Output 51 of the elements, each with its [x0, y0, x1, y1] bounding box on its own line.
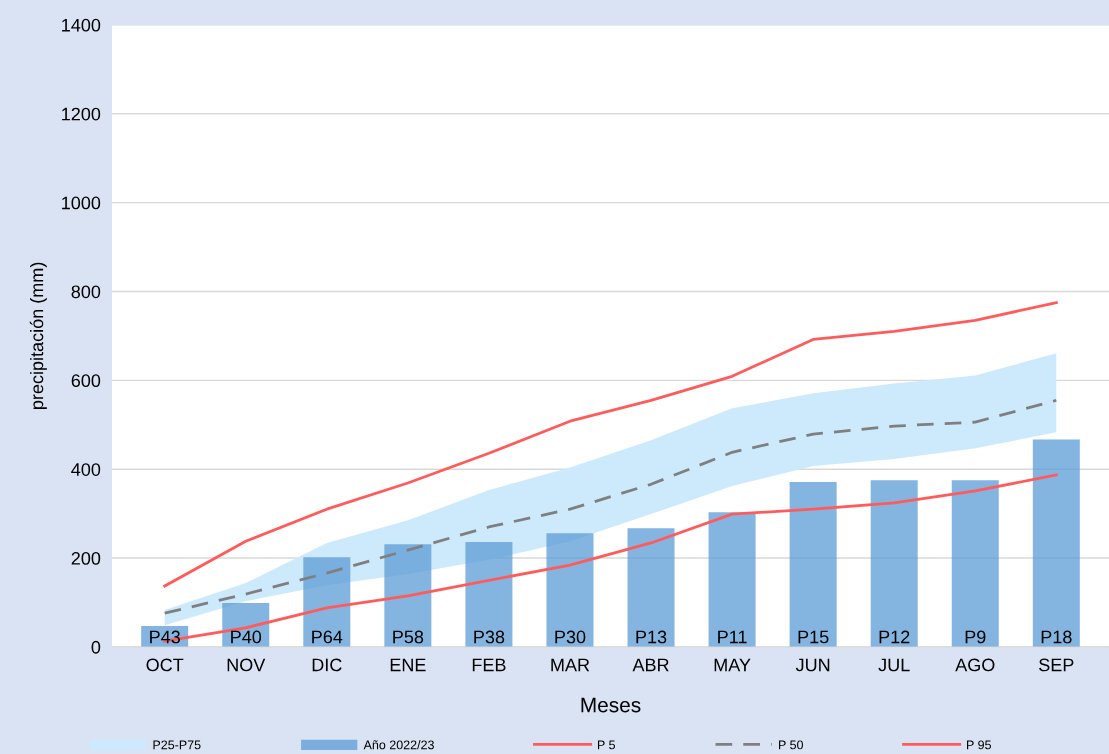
data-label: P9 [965, 630, 986, 644]
x-tick-label: AGO [955, 658, 995, 672]
y-tick-label: 800 [71, 285, 101, 299]
x-tick-label: DIC [312, 658, 342, 672]
bar [789, 482, 837, 647]
legend-label: P 5 [597, 740, 615, 750]
y-axis-title: precipitación (mm) [29, 262, 47, 409]
x-tick-label: NOV [227, 658, 266, 672]
x-tick-label: ENE [390, 658, 426, 672]
legend-label: Año 2022/23 [363, 740, 434, 750]
legend-label: P 50 [779, 740, 804, 750]
data-label: P15 [798, 630, 829, 644]
data-label: P38 [474, 630, 505, 644]
line-series [163, 398, 1058, 615]
x-tick-label: JUL [878, 658, 910, 672]
y-tick-label: 1200 [62, 107, 101, 121]
data-label: P12 [879, 630, 910, 644]
bar [1032, 439, 1080, 647]
data-label: P40 [231, 630, 262, 644]
x-tick-label: SEP [1039, 658, 1074, 672]
y-tick-label: 0 [91, 640, 101, 654]
x-tick-label: MAR [551, 658, 590, 672]
legend-label: P25-P75 [153, 740, 201, 750]
data-label: P13 [636, 630, 667, 644]
bar [303, 557, 351, 647]
bar [627, 528, 675, 647]
x-tick-label: MAY [714, 658, 751, 672]
y-tick-label: 600 [71, 374, 101, 388]
x-tick-label: FEB [472, 658, 506, 672]
data-label: P11 [718, 630, 747, 644]
bar [870, 480, 918, 647]
y-tick-label: 200 [71, 552, 101, 565]
x-tick-label: ABR [632, 658, 669, 672]
legend-label: P 95 [967, 740, 991, 750]
bar [465, 542, 513, 647]
x-axis-title: Meses [581, 697, 641, 713]
data-label: P18 [1041, 630, 1072, 644]
y-tick-label: 400 [71, 463, 101, 476]
data-label: P64 [312, 630, 343, 644]
data-label: P30 [555, 630, 586, 644]
bar [951, 480, 999, 647]
data-label: P58 [393, 630, 424, 644]
y-tick-label: 1400 [62, 18, 101, 32]
bar [384, 544, 432, 647]
bar [708, 512, 756, 647]
bar [546, 533, 594, 647]
data-label: P43 [150, 630, 180, 644]
y-tick-label: 1000 [62, 196, 101, 210]
line-series [163, 301, 1058, 588]
x-tick-label: JUN [795, 658, 830, 672]
x-tick-label: OCT [146, 658, 184, 672]
